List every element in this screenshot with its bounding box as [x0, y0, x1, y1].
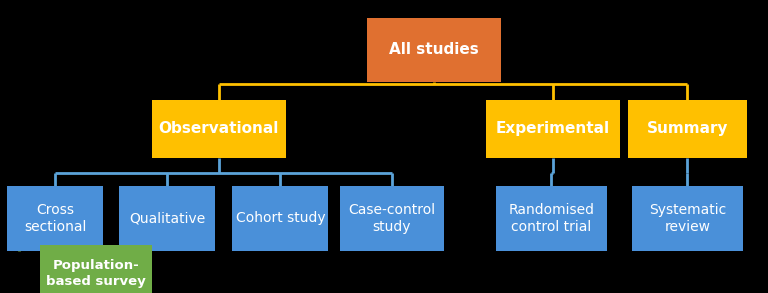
FancyBboxPatch shape [7, 186, 103, 251]
Text: Summary: Summary [647, 121, 728, 137]
FancyBboxPatch shape [366, 18, 501, 82]
FancyBboxPatch shape [496, 186, 607, 251]
FancyBboxPatch shape [41, 245, 152, 293]
Text: Cohort study: Cohort study [236, 211, 325, 225]
Text: Cross
sectional: Cross sectional [24, 203, 87, 234]
FancyBboxPatch shape [339, 186, 443, 251]
Text: All studies: All studies [389, 42, 478, 57]
FancyBboxPatch shape [232, 186, 329, 251]
Text: Population-
based survey: Population- based survey [46, 260, 146, 288]
FancyBboxPatch shape [151, 100, 286, 158]
Text: Qualitative: Qualitative [129, 211, 206, 225]
Text: Randomised
control trial: Randomised control trial [508, 203, 594, 234]
FancyBboxPatch shape [485, 100, 620, 158]
Text: Systematic
review: Systematic review [649, 203, 726, 234]
FancyBboxPatch shape [631, 186, 743, 251]
Text: Experimental: Experimental [496, 121, 610, 137]
Text: Observational: Observational [159, 121, 279, 137]
FancyBboxPatch shape [120, 186, 215, 251]
Text: Case-control
study: Case-control study [348, 203, 435, 234]
FancyBboxPatch shape [628, 100, 746, 158]
